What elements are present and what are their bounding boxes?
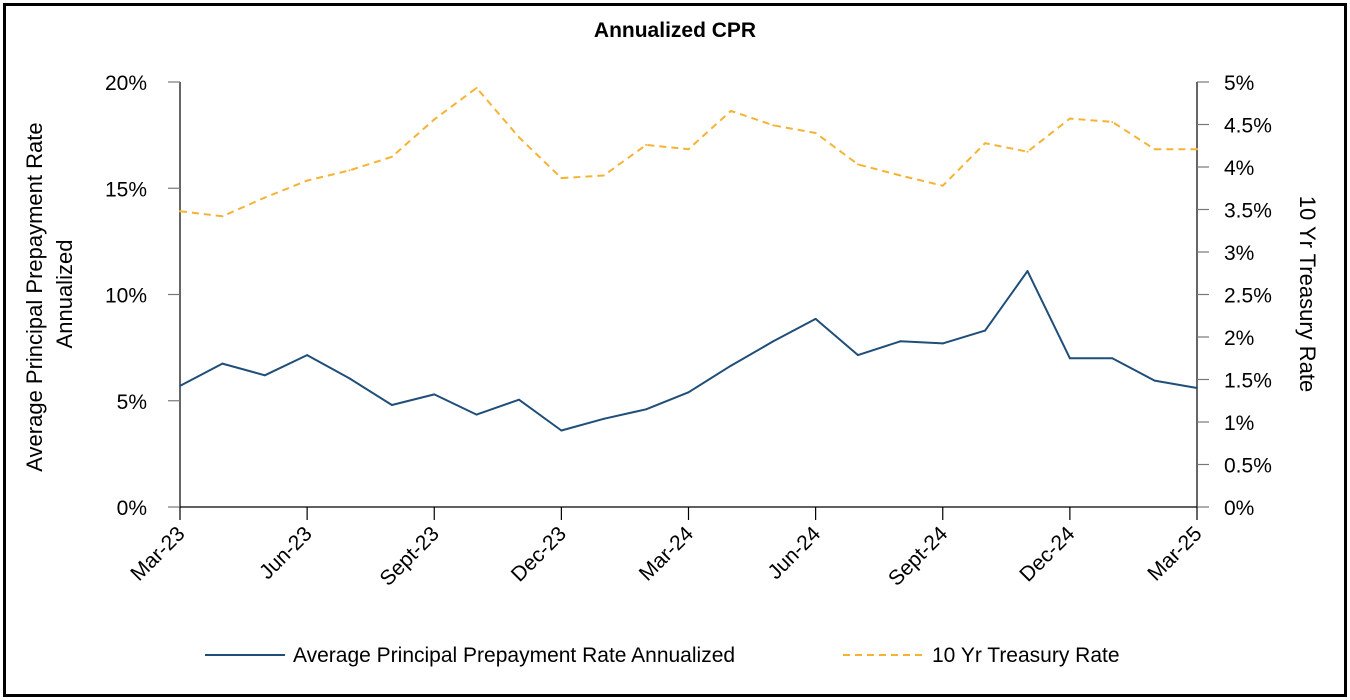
right-y-tick-label: 1% (1224, 412, 1254, 435)
prepayment-rate-point (1111, 357, 1114, 360)
treasury-rate-point (560, 177, 563, 180)
legend: Average Principal Prepayment Rate Annual… (205, 644, 1120, 667)
prepayment-rate-point (348, 377, 351, 380)
right-y-tick-label: 2% (1224, 327, 1254, 350)
prepayment-rate-point (560, 429, 563, 432)
left-y-tick-label: 20% (105, 72, 147, 95)
right-y-tick-label: 3.5% (1224, 200, 1272, 223)
prepayment-rate-point (518, 398, 520, 401)
prepayment-rate-point (941, 342, 944, 345)
prepayment-rate-point (1068, 357, 1071, 360)
left-y-axis-label-line-2: Annualized (52, 240, 77, 349)
prepayment-rate-point (263, 374, 266, 377)
prepayment-rate-point (306, 354, 309, 357)
legend-label-treasury: 10 Yr Treasury Rate (932, 644, 1120, 667)
treasury-rate-point (814, 132, 817, 134)
treasury-rate-point (263, 196, 266, 199)
treasury-rate-point (772, 124, 775, 127)
x-tick-label: Mar-25 (1143, 522, 1206, 585)
left-y-tick-label: 15% (105, 178, 147, 201)
prepayment-rate-point (857, 354, 859, 357)
treasury-rate-point (221, 215, 224, 218)
treasury-rate-point (306, 179, 309, 182)
treasury-rate-point (602, 174, 605, 177)
left-y-axis: 0% 5% 10% 15% 20% (105, 72, 181, 520)
treasury-rate-point (179, 210, 181, 213)
right-y-tick-label: 2.5% (1224, 285, 1272, 308)
prepayment-rate-point (729, 364, 732, 367)
prepayment-rate-point (772, 340, 775, 343)
prepayment-rate-point (1153, 379, 1156, 382)
treasury-rate-point (1111, 120, 1114, 123)
treasury-rate-point (1153, 148, 1156, 151)
prepayment-rate-point (475, 413, 478, 416)
right-y-axis-label: 10 Yr Treasury Rate (1295, 196, 1320, 392)
prepayment-rate-point (602, 417, 605, 420)
treasury-rate-point (941, 184, 944, 187)
prepayment-rate-point (1026, 270, 1029, 273)
treasury-rate-point (348, 169, 351, 172)
treasury-rate-point (475, 86, 478, 89)
right-y-tick-label: 1.5% (1224, 370, 1272, 393)
left-y-tick-label: 10% (105, 285, 147, 308)
treasury-rate-point (1196, 148, 1198, 151)
right-y-tick-label: 5% (1224, 72, 1254, 95)
prepayment-rate-point (433, 393, 436, 396)
series-group (179, 86, 1198, 432)
treasury-rate-point (687, 148, 690, 151)
prepayment-rate-point (1196, 387, 1198, 389)
x-tick-label: Dec-23 (507, 522, 571, 586)
prepayment-rate-point (814, 317, 817, 320)
x-tick-label: Jun-23 (255, 522, 317, 584)
legend-label-prepayment: Average Principal Prepayment Rate Annual… (293, 644, 735, 667)
chart-frame (3, 3, 1347, 697)
treasury-rate-point (857, 163, 859, 166)
left-y-axis-label-line-1: Average Principal Prepayment Rate (22, 122, 47, 471)
prepayment-rate-point (179, 384, 181, 387)
treasury-rate-point (433, 118, 436, 121)
chart-title: Annualized CPR (594, 19, 756, 42)
treasury-rate-point (729, 109, 732, 112)
x-tick-label: Mar-23 (126, 522, 189, 585)
left-y-axis-label: Average Principal Prepayment Rate Annual… (22, 116, 77, 471)
x-axis: Mar-23 Jun-23 Sept-23 Dec-23 Mar-24 Jun-24 Sep… (126, 506, 1207, 591)
right-y-tick-label: 3% (1224, 242, 1254, 265)
x-tick-label: Sept-23 (376, 522, 444, 590)
treasury-rate-point (1068, 117, 1071, 120)
right-y-axis: 0% 0.5% 1% 1.5% 2% 2.5% 3% 3.5% 4% 4.5% 5% (1196, 72, 1272, 520)
prepayment-rate-point (984, 329, 987, 332)
treasury-rate-point (645, 143, 648, 146)
prepayment-rate-point (899, 340, 902, 343)
right-y-tick-label: 0% (1224, 497, 1254, 520)
prepayment-rate-line (179, 270, 1198, 432)
right-y-tick-label: 4.5% (1224, 115, 1272, 138)
prepayment-rate-point (390, 404, 393, 406)
treasury-rate-point (1026, 150, 1029, 153)
treasury-rate-point (899, 174, 902, 177)
treasury-rate-point (518, 136, 520, 139)
x-tick-label: Mar-24 (635, 522, 699, 586)
x-tick-label: Sept-24 (884, 522, 952, 590)
prepayment-rate-point (645, 408, 648, 411)
treasury-rate-line (179, 86, 1197, 218)
x-tick-label: Dec-24 (1015, 522, 1079, 586)
treasury-rate-point (984, 142, 987, 145)
right-y-tick-label: 4% (1224, 157, 1254, 180)
left-y-tick-label: 0% (117, 497, 147, 520)
right-y-tick-label: 0.5% (1224, 455, 1272, 478)
prepayment-rate-point (687, 391, 690, 394)
x-tick-label: Jun-24 (763, 522, 825, 584)
treasury-rate-point (390, 155, 393, 158)
left-y-tick-label: 5% (117, 391, 147, 414)
prepayment-rate-point (221, 362, 224, 365)
